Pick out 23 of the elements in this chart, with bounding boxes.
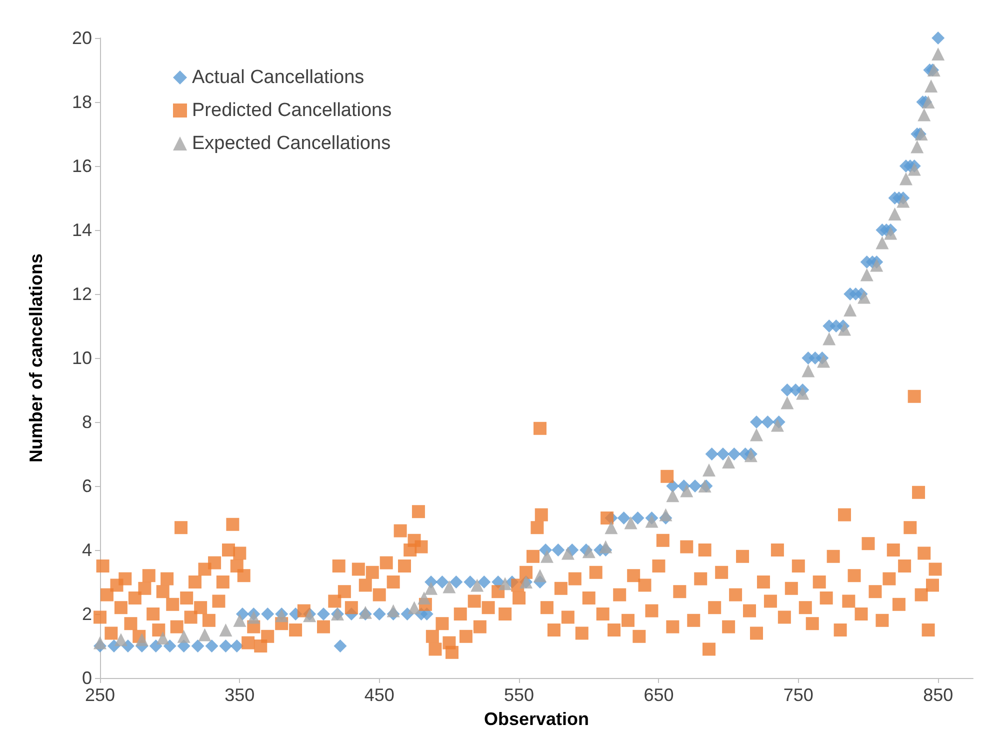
y-tick-label: 14 [72, 220, 92, 240]
y-tick-label: 8 [82, 412, 92, 432]
y-tick-label: 6 [82, 476, 92, 496]
y-axis-title: Number of cancellations [26, 253, 46, 463]
y-tick-label: 4 [82, 540, 92, 560]
x-tick-label: 350 [224, 685, 255, 705]
y-tick-label: 12 [72, 284, 92, 304]
y-tick-label: 2 [82, 604, 92, 624]
x-axis-title: Observation [484, 709, 590, 729]
legend-label: Predicted Cancellations [192, 100, 392, 121]
y-tick-label: 16 [72, 156, 92, 176]
y-tick-label: 0 [82, 668, 92, 688]
x-tick-label: 650 [644, 685, 674, 705]
legend-label: Actual Cancellations [192, 67, 364, 88]
x-tick-label: 850 [923, 685, 954, 705]
x-tick-label: 750 [783, 685, 814, 705]
legend-label: Expected Cancellations [192, 133, 391, 154]
y-tick-label: 20 [72, 28, 92, 48]
x-tick-label: 250 [84, 685, 116, 705]
x-tick-label: 550 [504, 685, 534, 705]
x-tick-label: 450 [364, 685, 394, 705]
y-tick-label: 10 [72, 348, 92, 368]
y-tick-label: 18 [72, 92, 92, 112]
